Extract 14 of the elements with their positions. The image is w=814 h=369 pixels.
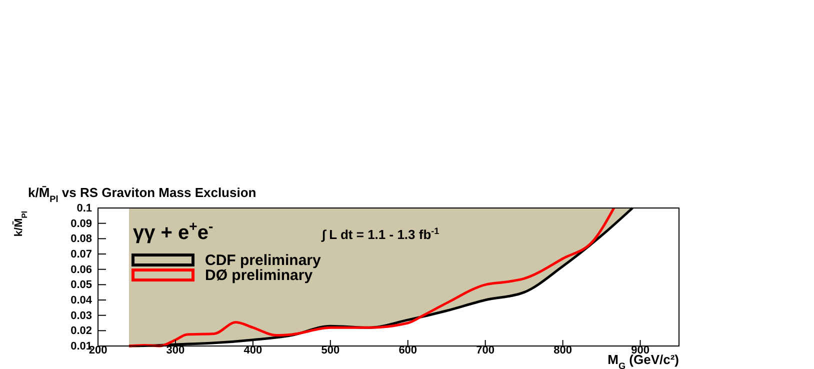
y-tick-label: 0.02 [70,325,92,338]
legend-label: DØ preliminary [205,267,314,284]
annotation: γγ + e$^{+}$e$^{-}$ [133,218,214,244]
y-tick-label: 0.08 [70,233,92,246]
annotation: ∫ L dt = 1.1 - 1.3 fb$^{-1}$ [321,226,440,242]
y-tick-label: 0.09 [70,218,92,230]
y-tick-label: 0.04 [70,294,93,307]
y-tick-label: 0.05 [70,279,92,292]
y-tick-label: 0.07 [70,248,92,261]
chart-title: k/M̄$_{Pl}$ vs RS Graviton Mass Exclusion [28,185,256,204]
y-tick-label: 0.03 [70,310,92,322]
y-tick-label: 0.1 [76,202,92,215]
legend-label: CDF preliminary [205,252,322,269]
y-tick-label: 0.06 [70,264,92,276]
